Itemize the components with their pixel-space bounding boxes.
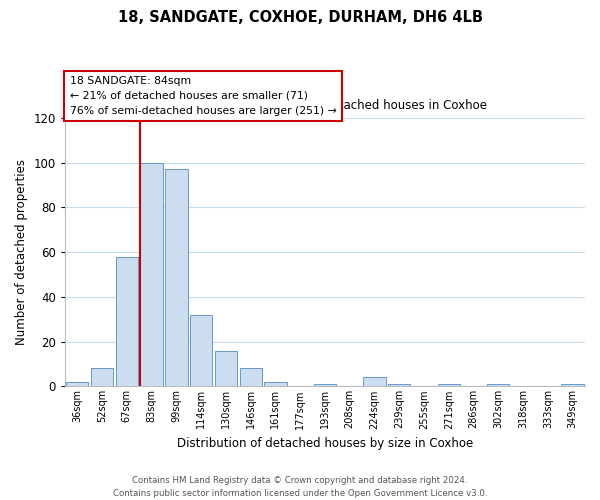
Bar <box>487 384 509 386</box>
Text: 18, SANDGATE, COXHOE, DURHAM, DH6 4LB: 18, SANDGATE, COXHOE, DURHAM, DH6 4LB <box>118 10 482 25</box>
Bar <box>562 384 584 386</box>
Bar <box>364 378 386 386</box>
Bar <box>66 382 88 386</box>
Text: Contains HM Land Registry data © Crown copyright and database right 2024.
Contai: Contains HM Land Registry data © Crown c… <box>113 476 487 498</box>
Bar <box>239 368 262 386</box>
Bar <box>91 368 113 386</box>
Bar <box>388 384 410 386</box>
Bar <box>140 162 163 386</box>
Bar <box>314 384 336 386</box>
Bar <box>165 170 188 386</box>
Y-axis label: Number of detached properties: Number of detached properties <box>15 159 28 345</box>
X-axis label: Distribution of detached houses by size in Coxhoe: Distribution of detached houses by size … <box>177 437 473 450</box>
Bar <box>116 256 138 386</box>
Bar <box>215 350 237 386</box>
Title: Size of property relative to detached houses in Coxhoe: Size of property relative to detached ho… <box>163 100 487 112</box>
Bar <box>190 315 212 386</box>
Text: 18 SANDGATE: 84sqm
← 21% of detached houses are smaller (71)
76% of semi-detache: 18 SANDGATE: 84sqm ← 21% of detached hou… <box>70 76 337 116</box>
Bar <box>265 382 287 386</box>
Bar <box>437 384 460 386</box>
